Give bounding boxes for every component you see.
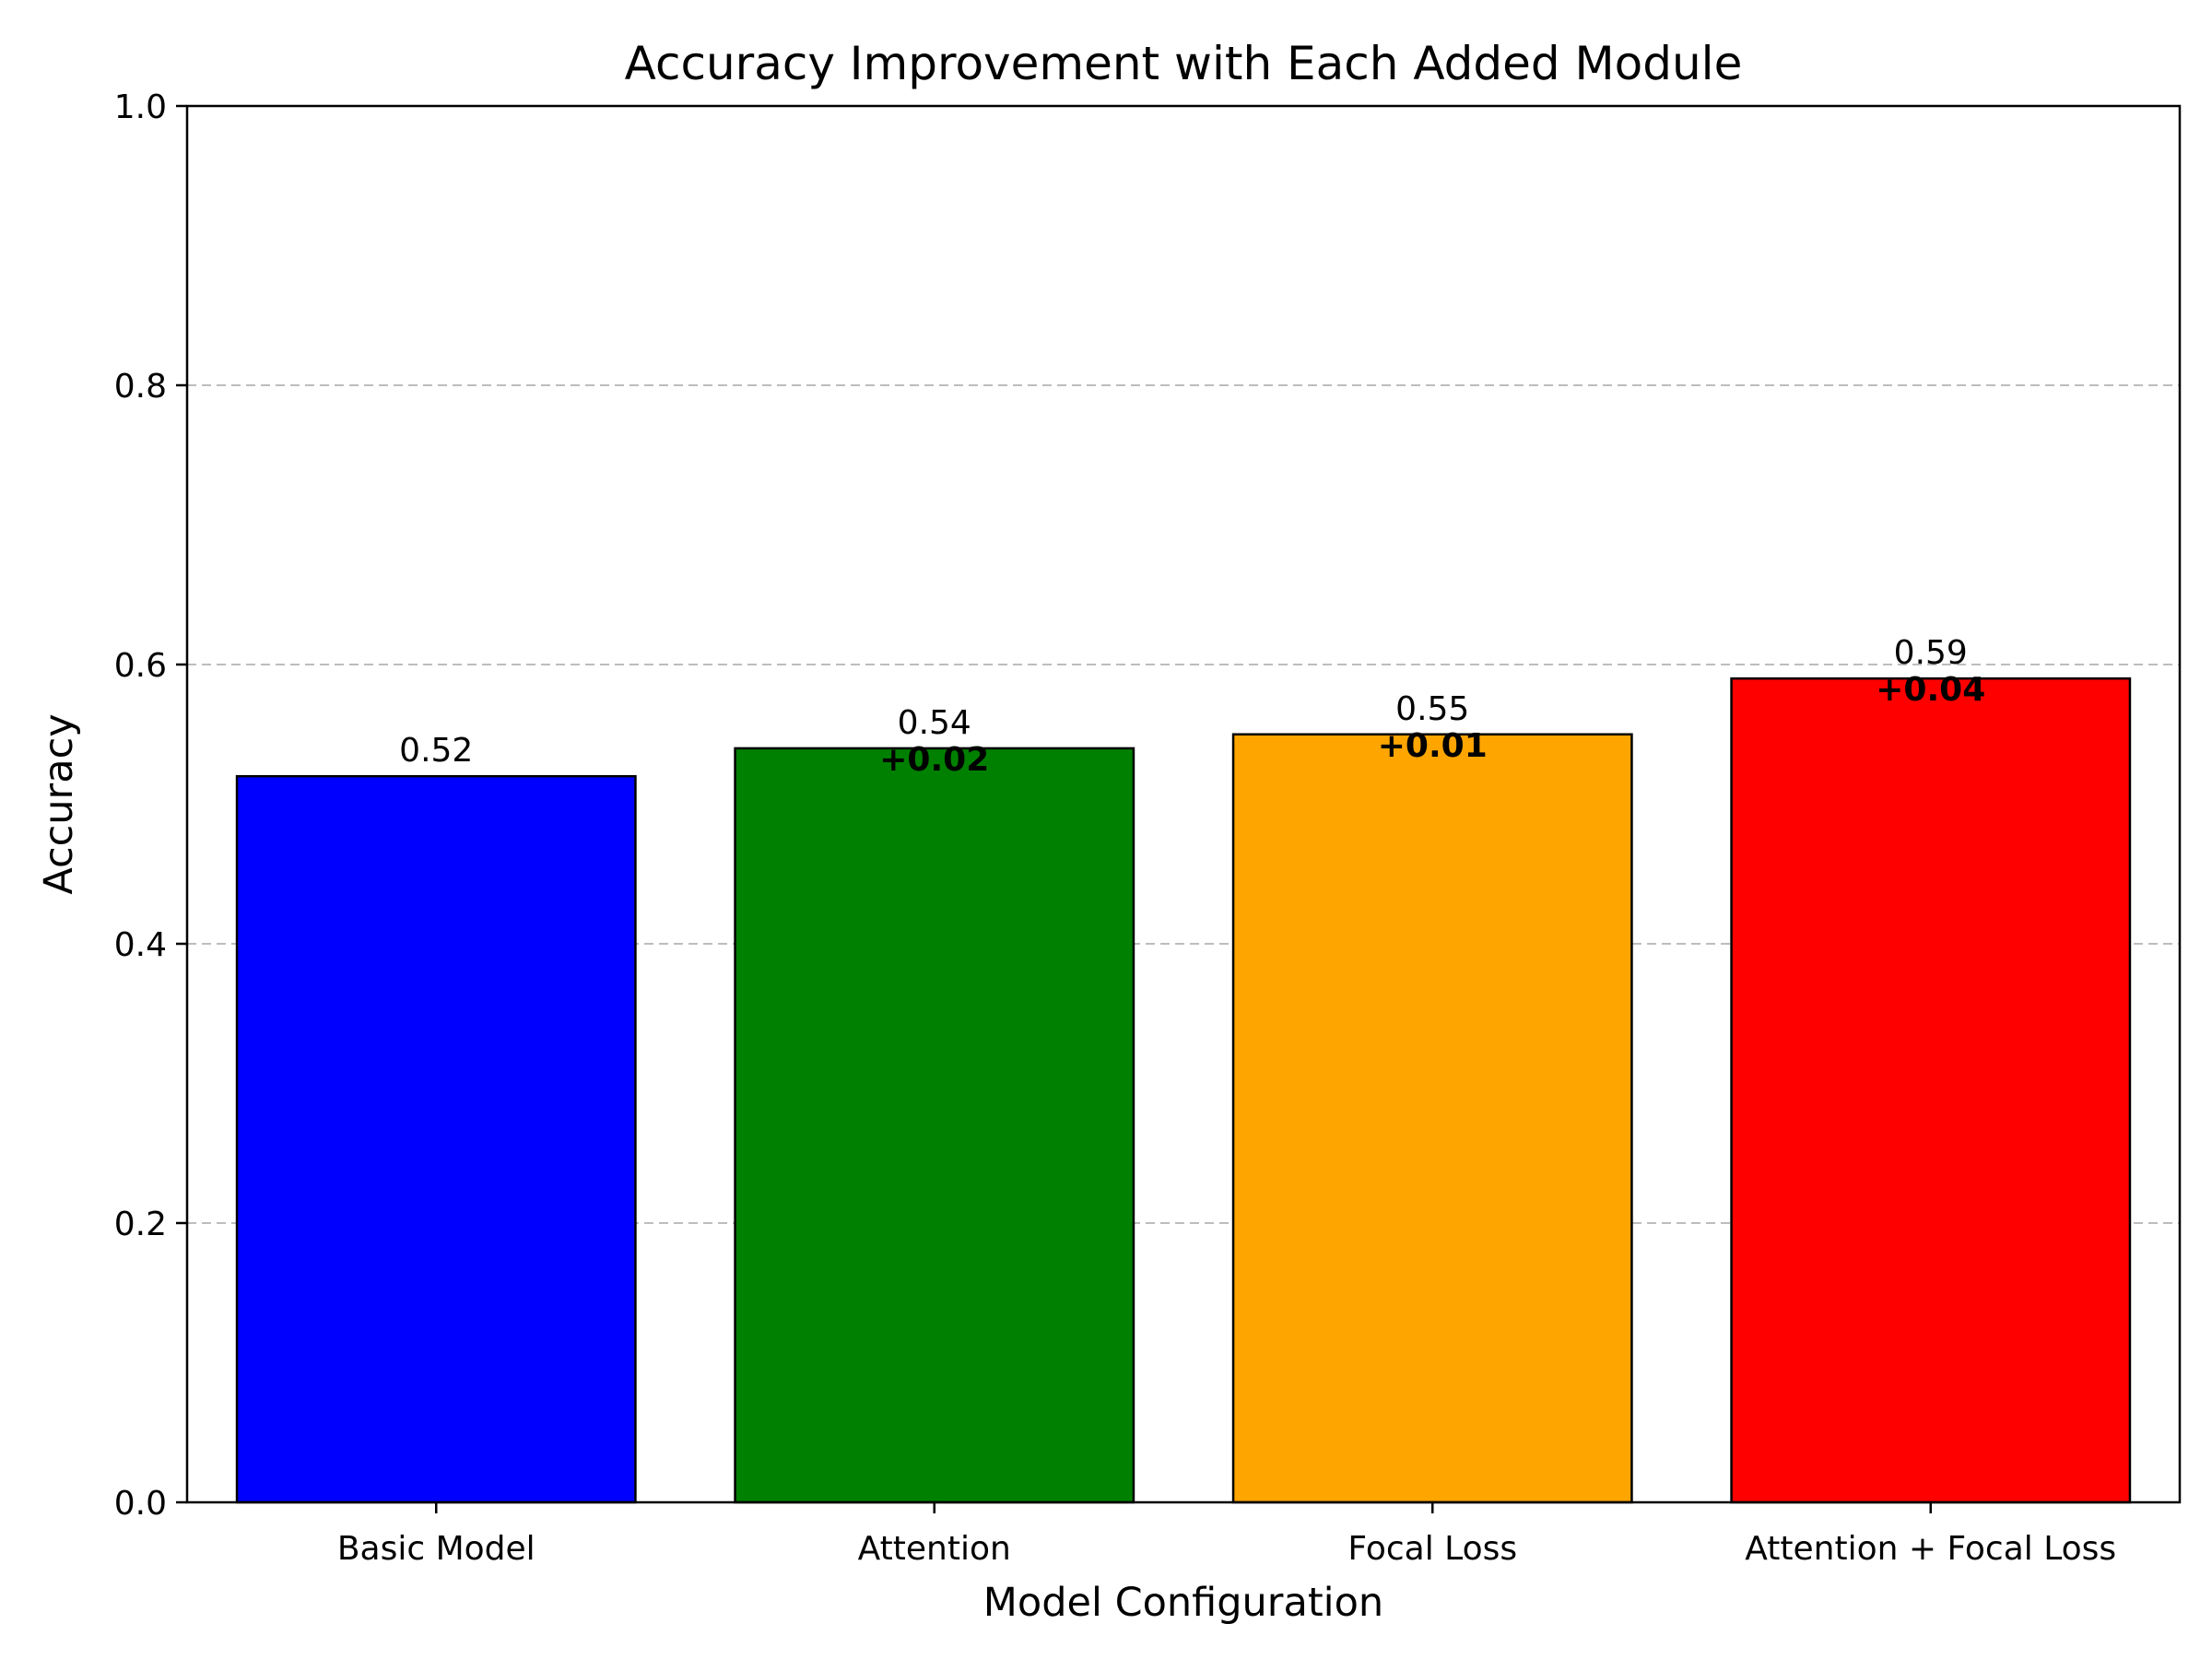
plot-area-frame xyxy=(185,104,2182,1504)
bar-3 xyxy=(1730,677,2132,1504)
y-axis-ticks: 0.0 0.2 0.4 0.6 0.8 1.0 xyxy=(114,88,187,1523)
x-tick-label: Basic Model xyxy=(337,1530,535,1568)
y-tick-label: 0.8 xyxy=(114,368,167,406)
value-label: 0.59 xyxy=(1894,634,1968,672)
improvement-label: +0.04 xyxy=(1876,671,1985,709)
x-tick-label: Attention xyxy=(858,1530,1011,1568)
bar-2 xyxy=(1231,733,1633,1504)
value-label: 0.55 xyxy=(1395,690,1469,728)
improvement-label: +0.01 xyxy=(1378,727,1488,765)
improvement-label: +0.02 xyxy=(879,741,989,779)
y-axis-label: Accuracy xyxy=(36,713,82,894)
x-axis-ticks: Basic Model Attention Focal Loss Attention … xyxy=(337,1502,2116,1568)
x-tick-label: Attention + Focal Loss xyxy=(1745,1530,2116,1568)
y-tick-label: 0.4 xyxy=(114,926,167,964)
bar-labels: 0.52 0.54+0.02 0.55+0.01 0.59+0.04 xyxy=(399,634,1985,779)
value-label: 0.54 xyxy=(898,704,971,742)
bar-1 xyxy=(734,747,1135,1504)
y-tick-label: 0.6 xyxy=(114,647,167,685)
y-tick-label: 0.2 xyxy=(114,1206,167,1243)
y-tick-label: 1.0 xyxy=(114,88,167,126)
chart-title: Accuracy Improvement with Each Added Mod… xyxy=(625,37,1743,90)
bars xyxy=(235,677,2132,1504)
bar-0 xyxy=(235,774,637,1504)
x-tick-label: Focal Loss xyxy=(1347,1530,1517,1568)
y-tick-label: 0.0 xyxy=(114,1485,167,1523)
x-axis-label: Model Configuration xyxy=(983,1580,1383,1626)
value-label: 0.52 xyxy=(399,732,473,770)
